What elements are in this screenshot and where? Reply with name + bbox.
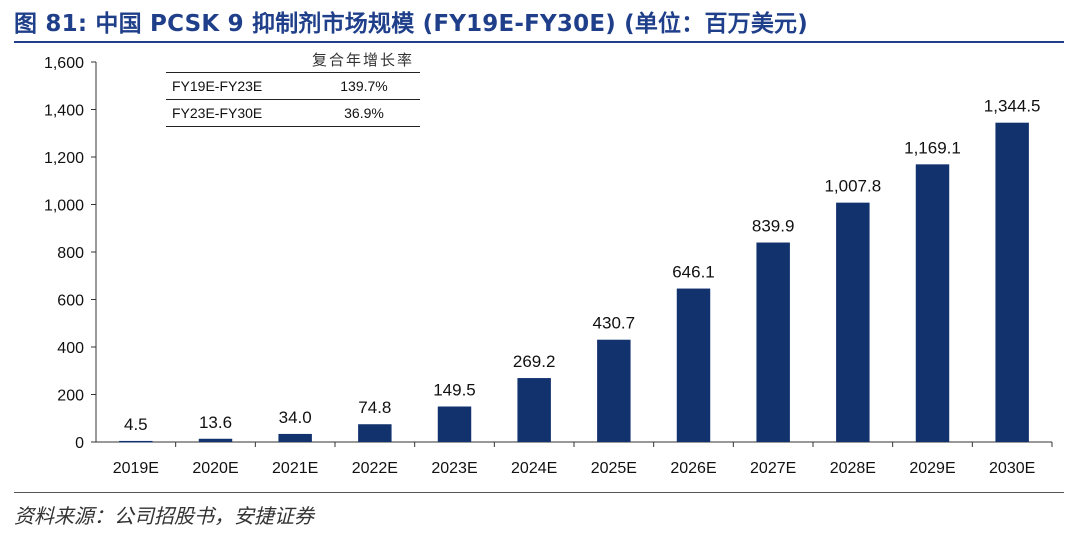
x-tick-label: 2024E [511, 460, 557, 477]
x-tick-label: 2026E [670, 460, 716, 477]
cagr-table: 复合年增长率 FY19E-FY23E 139.7% FY23E-FY30E 36… [166, 46, 420, 127]
x-tick-label: 2027E [750, 460, 796, 477]
data-label: 839.9 [752, 217, 795, 236]
bar [756, 242, 790, 442]
cagr-value: 36.9% [308, 99, 420, 127]
x-tick-label: 2023E [431, 460, 477, 477]
x-tick-label: 2022E [352, 460, 398, 477]
x-tick-label: 2030E [989, 460, 1035, 477]
data-label: 646.1 [672, 263, 715, 282]
data-label: 34.0 [279, 408, 312, 427]
cagr-period: FY19E-FY23E [166, 72, 308, 100]
data-label: 269.2 [513, 352, 556, 371]
x-tick-label: 2020E [192, 460, 238, 477]
chart-title: 图 81: 中国 PCSK 9 抑制剂市场规模 (FY19E-FY30E) (单… [14, 11, 808, 37]
data-label: 1,344.5 [984, 97, 1041, 116]
x-tick-label: 2021E [272, 460, 318, 477]
data-label: 430.7 [593, 314, 636, 333]
bar [437, 406, 472, 442]
x-tick-label: 2025E [591, 460, 637, 477]
bar [358, 424, 392, 442]
bar [676, 288, 711, 442]
source-rule [14, 492, 1064, 493]
title-rule [14, 41, 1064, 43]
bar [995, 122, 1029, 443]
bar [119, 440, 153, 443]
bar [597, 339, 631, 442]
y-tick-label: 200 [57, 388, 84, 405]
bar [278, 433, 312, 442]
y-tick-label: 800 [57, 245, 84, 262]
data-label: 13.6 [199, 413, 232, 432]
source-note: 资料来源：公司招股书，安捷证券 [14, 504, 314, 528]
y-tick-label: 1,200 [44, 150, 84, 167]
y-tick-label: 1,400 [44, 103, 84, 120]
bar [836, 202, 870, 442]
table-row: FY19E-FY23E 139.7% [166, 72, 420, 100]
table-row: FY23E-FY30E 36.9% [166, 99, 420, 127]
y-tick-label: 400 [57, 340, 84, 357]
cagr-period: FY23E-FY30E [166, 99, 308, 127]
cagr-value: 139.7% [308, 72, 420, 100]
bar [517, 378, 551, 442]
cagr-table-header: 复合年增长率 [166, 46, 420, 73]
bar [915, 164, 950, 442]
x-tick-label: 2028E [830, 460, 876, 477]
bar-chart: 0 200 400 600 800 1,000 1,200 1,400 1,600 4.5 2019… [44, 55, 1053, 477]
data-label: 1,007.8 [824, 177, 881, 196]
y-tick-label: 0 [75, 435, 84, 452]
y-tick-label: 600 [57, 293, 84, 310]
data-label: 4.5 [124, 415, 148, 434]
x-tick-label: 2029E [909, 460, 955, 477]
data-label: 1,169.1 [904, 138, 961, 157]
bar [198, 438, 233, 442]
y-tick-label: 1,600 [44, 55, 84, 72]
x-tick-label: 2019E [113, 460, 159, 477]
y-tick-label: 1,000 [44, 198, 84, 215]
data-label: 149.5 [433, 380, 476, 399]
data-label: 74.8 [358, 398, 391, 417]
